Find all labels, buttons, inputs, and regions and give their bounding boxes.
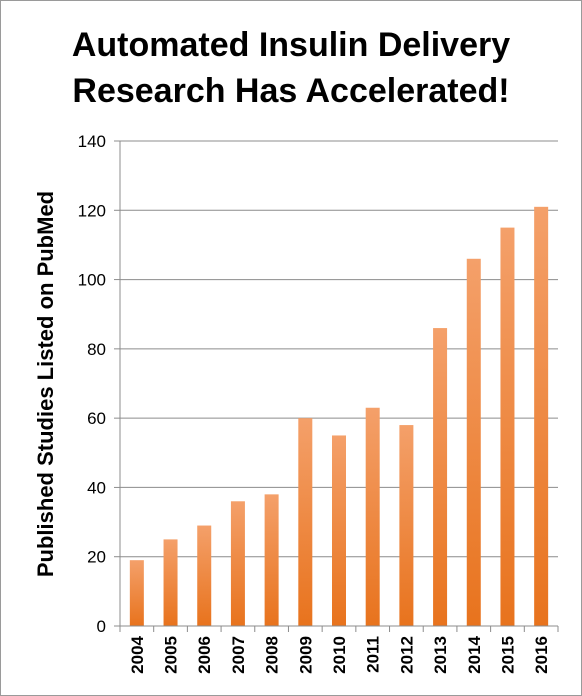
y-tick-label: 60 [87, 409, 106, 428]
bars [129, 206, 549, 627]
x-tick-label: 2012 [397, 636, 416, 674]
bar-2008 [264, 494, 279, 626]
y-tick-label: 40 [87, 478, 106, 497]
y-tick-labels: 0 20 40 60 80 100 120 140 [78, 132, 106, 636]
chart-title: Automated Insulin Delivery Research Has … [0, 22, 582, 114]
x-tick-label: 2016 [532, 636, 551, 674]
bar-2005 [163, 539, 178, 626]
x-tick-label: 2015 [498, 636, 517, 674]
y-tick-label: 20 [87, 548, 106, 567]
bar-2012 [399, 425, 414, 626]
bar-2011 [365, 407, 380, 626]
bar-2004 [129, 560, 144, 626]
x-tick-labels: 2004 2005 2006 2007 2008 2009 2010 2011 2012 2013… [128, 635, 551, 673]
chart-title-line-2: Research Has Accelerated! [72, 72, 510, 110]
y-tick-label: 0 [97, 617, 106, 636]
bar-2007 [230, 501, 245, 626]
bar-2014 [466, 258, 481, 626]
bar-2015 [500, 227, 515, 626]
x-tick-label: 2011 [364, 636, 383, 673]
x-tick-label: 2007 [229, 636, 248, 674]
bar-2006 [197, 525, 212, 626]
x-tick-label: 2014 [465, 635, 484, 673]
x-tick-label: 2009 [296, 636, 315, 674]
y-tick-label: 120 [78, 201, 106, 220]
bar-2009 [298, 418, 313, 626]
x-tick-label: 2008 [263, 636, 282, 674]
x-tick-label: 2006 [195, 636, 214, 674]
axes [119, 141, 559, 632]
x-tick-label: 2013 [431, 636, 450, 674]
y-tick-label: 80 [87, 340, 106, 359]
bar-2010 [332, 435, 346, 626]
x-tick-label: 2005 [162, 636, 181, 674]
y-tick-label: 140 [78, 132, 106, 151]
y-axis-label: Published Studies Listed on PubMed [33, 191, 58, 577]
bar-2016 [534, 206, 549, 627]
bar-2013 [433, 328, 448, 626]
x-tick-label: 2004 [128, 635, 147, 673]
chart-title-line-1: Automated Insulin Delivery [71, 26, 511, 64]
x-tick-label: 2010 [330, 636, 349, 674]
y-tick-label: 100 [78, 271, 106, 290]
